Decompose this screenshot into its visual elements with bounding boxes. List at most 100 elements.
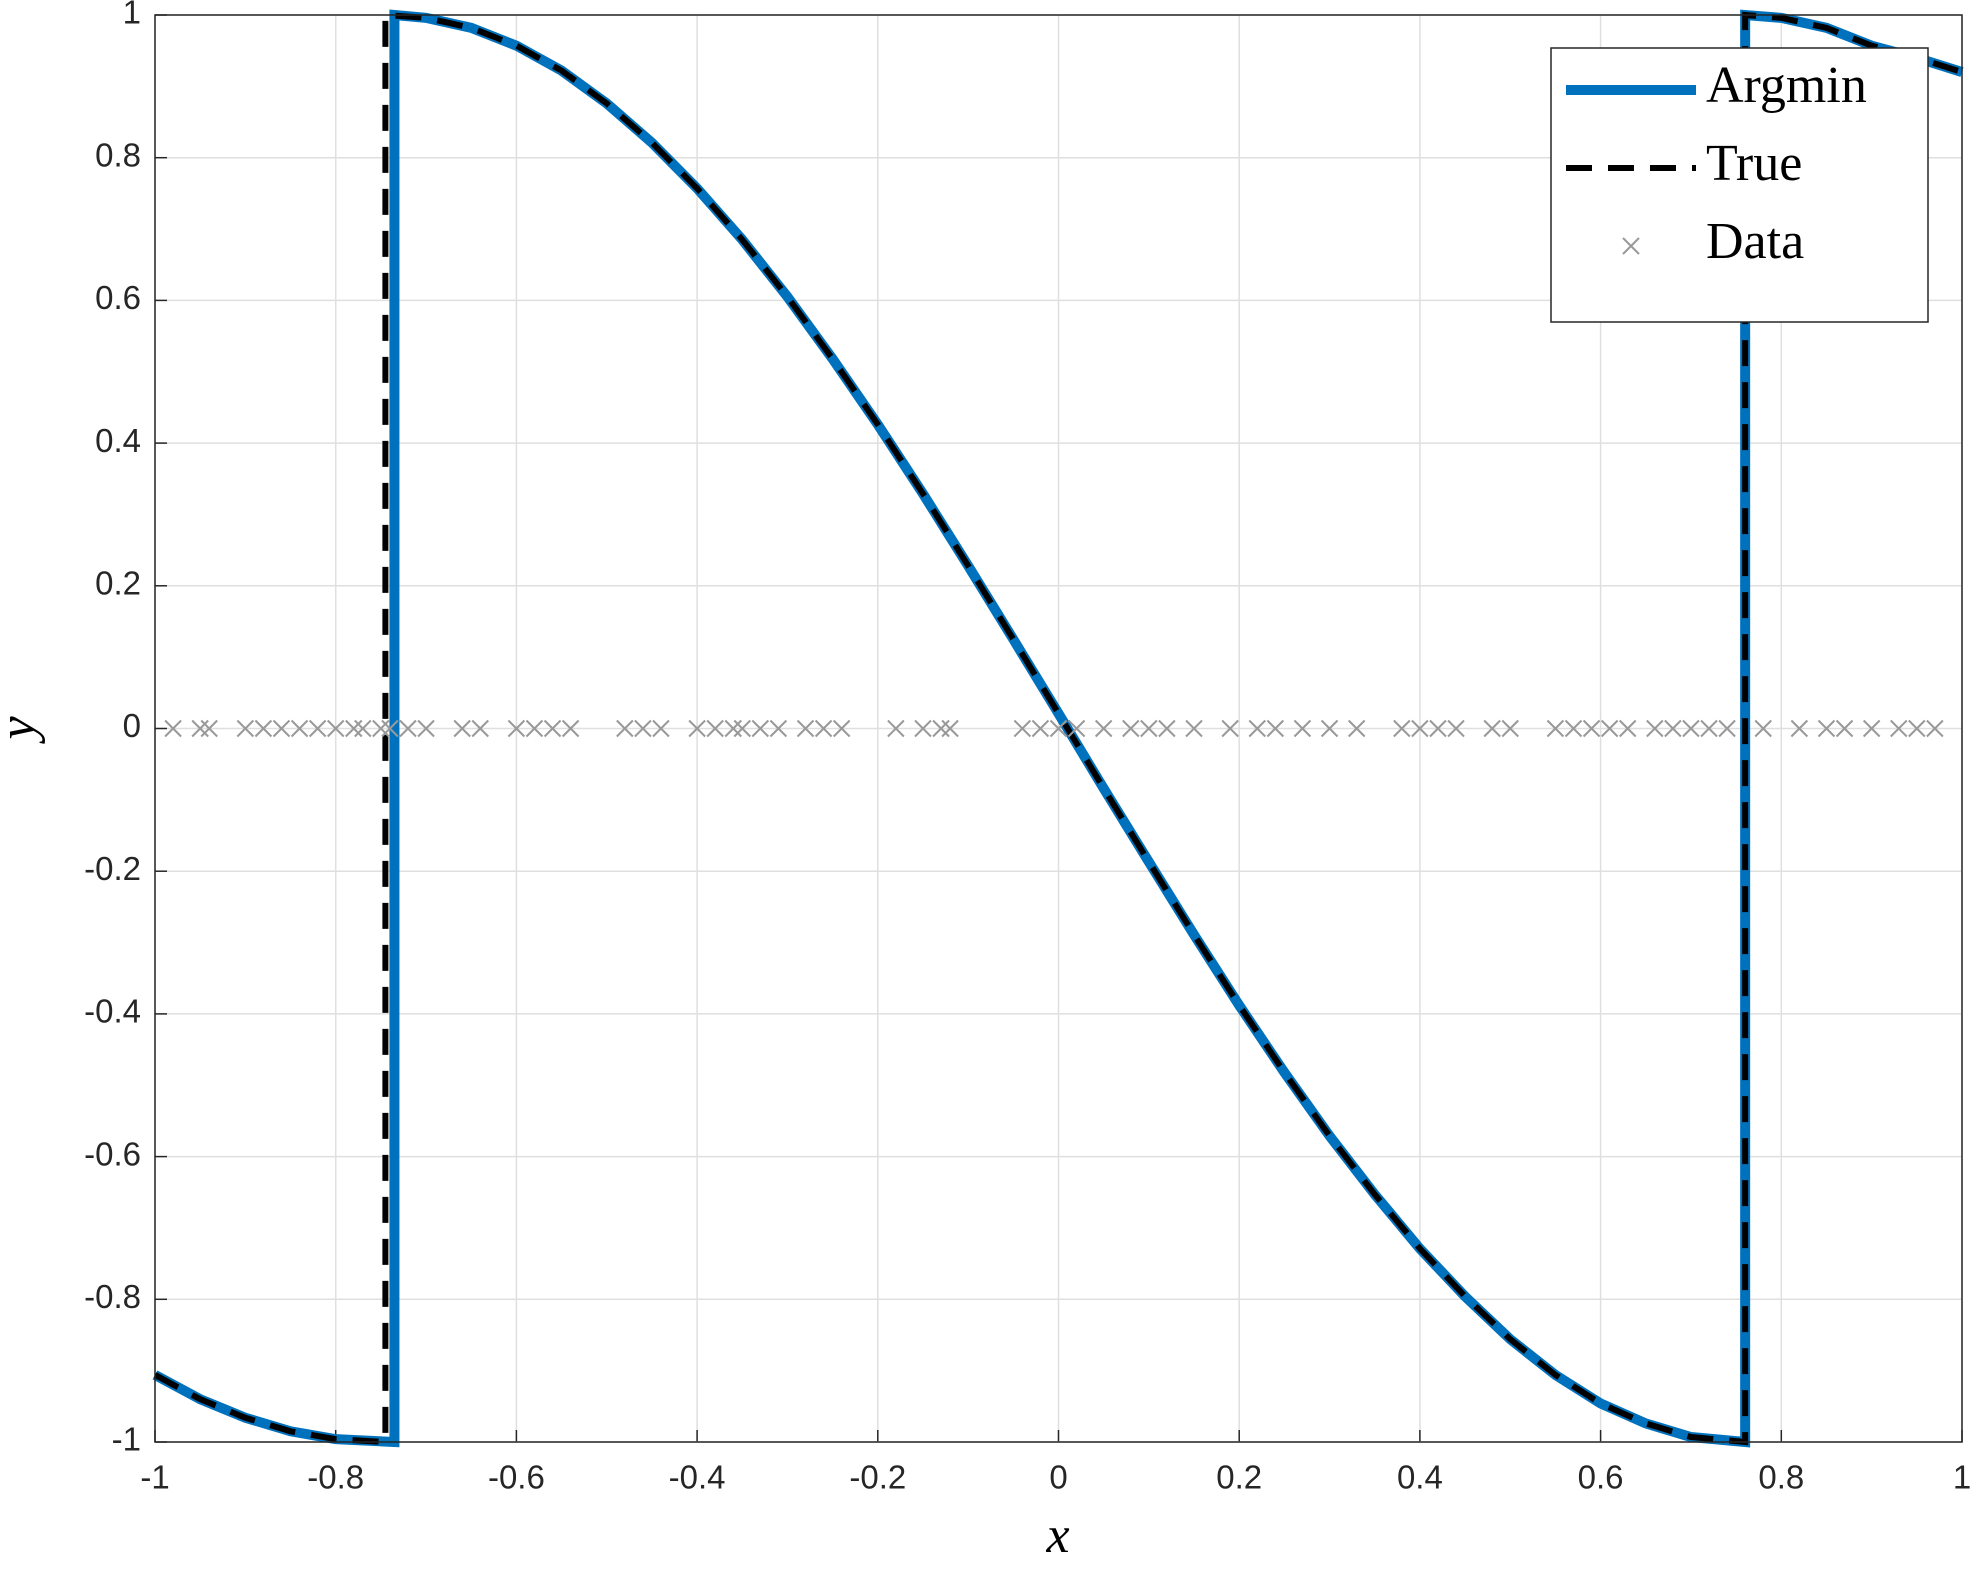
data-point xyxy=(272,719,291,738)
x-tick-label: 0.6 xyxy=(1578,1459,1624,1496)
x-tick-label: 0 xyxy=(1049,1459,1067,1496)
y-axis-label: y xyxy=(0,716,46,745)
data-point xyxy=(290,719,309,738)
x-tick-label: 0.4 xyxy=(1397,1459,1443,1496)
x-axis-label: x xyxy=(1045,1507,1069,1564)
data-point xyxy=(471,719,489,738)
data-point xyxy=(1122,719,1140,738)
data-point xyxy=(652,719,670,738)
data-point xyxy=(1049,719,1068,738)
data-point xyxy=(616,719,634,738)
data-point xyxy=(525,719,544,738)
data-point xyxy=(372,719,390,738)
data-point xyxy=(832,719,851,738)
data-point xyxy=(1754,719,1772,738)
data-point xyxy=(453,719,471,738)
data-point xyxy=(1320,719,1339,738)
data-point xyxy=(1013,719,1032,738)
data-point xyxy=(1682,719,1700,738)
data-point xyxy=(1700,719,1718,738)
y-tick-label: -0.8 xyxy=(84,1278,141,1315)
y-tick-label: -0.4 xyxy=(84,993,141,1030)
data-point xyxy=(507,719,526,738)
data-point xyxy=(345,719,363,738)
data-point xyxy=(1600,719,1619,738)
data-point xyxy=(543,719,562,738)
data-point xyxy=(941,719,959,738)
data-point xyxy=(751,719,770,738)
data-point xyxy=(1067,719,1086,738)
data-point xyxy=(1817,719,1836,738)
x-tick-label: -1 xyxy=(140,1459,169,1496)
data-point xyxy=(1483,719,1501,738)
legend-marker xyxy=(1622,237,1640,255)
data-point xyxy=(1266,719,1285,738)
x-tick-label: -0.4 xyxy=(669,1459,726,1496)
data-point xyxy=(1862,719,1881,738)
x-tick-label: -0.8 xyxy=(307,1459,364,1496)
data-point xyxy=(254,719,273,738)
data-point xyxy=(417,719,435,738)
data-point xyxy=(1646,719,1664,738)
data-point xyxy=(688,719,706,738)
legend-label: Argmin xyxy=(1706,57,1867,114)
data-point xyxy=(1393,719,1411,738)
data-point xyxy=(733,719,751,738)
x-tick-label: 1 xyxy=(1953,1459,1970,1496)
data-point xyxy=(932,719,950,738)
data-point xyxy=(769,719,788,738)
data-point xyxy=(1158,719,1176,738)
data-point xyxy=(724,719,742,738)
x-tick-label: 0.8 xyxy=(1758,1459,1804,1496)
data-point xyxy=(1835,719,1854,738)
data-point xyxy=(381,719,399,738)
y-tick-label: 1 xyxy=(123,0,141,31)
y-tick-label: -0.6 xyxy=(84,1135,141,1172)
data-point xyxy=(796,719,815,738)
data-point xyxy=(1447,719,1465,738)
y-tick-label: 0.2 xyxy=(95,565,141,602)
data-point xyxy=(1582,719,1601,738)
series-line xyxy=(153,11,1963,1446)
y-tick-label: -0.2 xyxy=(84,850,141,887)
y-tick-label: 0 xyxy=(123,707,141,744)
data-point xyxy=(1221,719,1239,738)
y-tick-label: 0.4 xyxy=(95,422,141,459)
y-tick-label: -1 xyxy=(112,1421,141,1458)
data-point xyxy=(399,719,417,738)
data-point xyxy=(1546,719,1565,738)
data-point xyxy=(1411,719,1429,738)
x-tick-label: 0.2 xyxy=(1216,1459,1262,1496)
data-point xyxy=(1429,719,1447,738)
data-point xyxy=(191,719,209,738)
data-point xyxy=(164,719,182,738)
data-point xyxy=(200,719,218,738)
data-point xyxy=(706,719,724,738)
data-point xyxy=(561,719,580,738)
data-point xyxy=(814,719,833,738)
data-point xyxy=(1347,719,1366,738)
data-point xyxy=(1293,719,1312,738)
y-tick-label: 0.6 xyxy=(95,279,141,316)
data-point xyxy=(1185,719,1203,738)
data-point xyxy=(1094,719,1113,738)
data-point xyxy=(1618,719,1637,738)
data-point xyxy=(354,719,372,738)
data-point xyxy=(1664,719,1682,738)
data-point xyxy=(1890,719,1908,738)
y-tick-label: 0.8 xyxy=(95,136,141,173)
x-tick-label: -0.2 xyxy=(849,1459,906,1496)
legend-label: Data xyxy=(1706,213,1804,270)
data-point xyxy=(1926,719,1944,738)
data-point xyxy=(308,719,327,738)
data-point xyxy=(1031,719,1050,738)
data-point xyxy=(326,719,345,738)
data-point xyxy=(887,719,905,738)
data-point xyxy=(1140,719,1158,738)
data-point xyxy=(1248,719,1266,738)
data-point xyxy=(1501,719,1519,738)
data-point xyxy=(1908,719,1926,738)
x-tick-label: -0.6 xyxy=(488,1459,545,1496)
data-point xyxy=(914,719,932,738)
